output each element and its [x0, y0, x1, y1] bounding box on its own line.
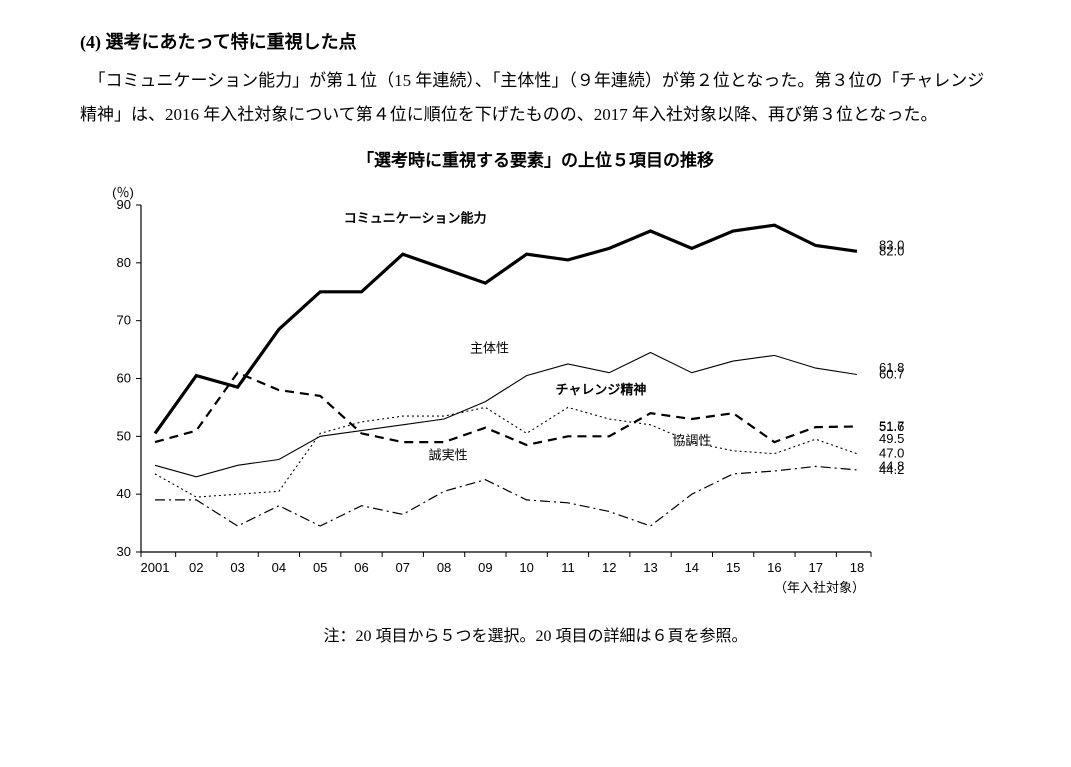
x-tick-label: 09 — [478, 560, 492, 575]
x-tick-label: 03 — [230, 560, 244, 575]
x-tick-label: 15 — [725, 560, 739, 575]
chart-title: 「選考時に重視する要素」の上位５項目の推移 — [80, 146, 991, 171]
series-協調性 — [155, 407, 857, 497]
section-heading: (4) 選考にあたって特に重視した点 — [80, 28, 991, 54]
series-誠実性 — [155, 466, 857, 526]
x-axis-label: （年入社対象） — [773, 580, 864, 595]
series-label: コミュニケーション能力 — [343, 210, 486, 225]
x-tick-label: 06 — [354, 560, 368, 575]
series-label: 協調性 — [672, 433, 711, 448]
x-tick-label: 10 — [519, 560, 533, 575]
x-tick-label: 17 — [808, 560, 822, 575]
y-unit-label: (％) — [112, 185, 134, 200]
y-tick-label: 30 — [116, 544, 130, 559]
y-tick-label: 40 — [116, 486, 130, 501]
x-tick-label: 02 — [189, 560, 203, 575]
x-tick-label: 18 — [849, 560, 863, 575]
x-tick-label: 12 — [602, 560, 616, 575]
x-tick-label: 04 — [271, 560, 285, 575]
series-コミュニケーション能力 — [155, 225, 857, 433]
x-tick-label: 16 — [767, 560, 781, 575]
x-tick-label: 11 — [561, 560, 575, 575]
x-tick-label: 2001 — [140, 560, 169, 575]
line-chart: 30405060708090(％)20010203040506070809101… — [81, 177, 991, 612]
intro-paragraph: 「コミュニケーション能力」が第１位（15 年連続）、「主体性」（９年連続）が第２… — [80, 64, 991, 132]
y-tick-label: 80 — [116, 255, 130, 270]
x-tick-label: 05 — [312, 560, 326, 575]
x-tick-label: 14 — [684, 560, 698, 575]
y-tick-label: 50 — [116, 428, 130, 443]
end-value-label: 60.7 — [879, 366, 904, 381]
y-tick-label: 70 — [116, 313, 130, 328]
end-value-label: 44.2 — [879, 462, 904, 477]
y-tick-label: 60 — [116, 371, 130, 386]
series-チャレンジ精神 — [155, 373, 857, 445]
end-value-label: 49.5 — [879, 431, 904, 446]
chart-footnote: 注：20 項目から５つを選択。20 項目の詳細は６頁を参照。 — [80, 622, 991, 646]
series-主体性 — [155, 353, 857, 477]
x-tick-label: 13 — [643, 560, 657, 575]
chart-svg: 30405060708090(％)20010203040506070809101… — [81, 177, 991, 607]
series-label: 誠実性 — [428, 447, 467, 462]
x-tick-label: 07 — [395, 560, 409, 575]
end-value-label: 82.0 — [879, 243, 904, 258]
x-tick-label: 08 — [436, 560, 450, 575]
series-label: チャレンジ精神 — [555, 382, 646, 397]
series-label: 主体性 — [469, 340, 508, 355]
